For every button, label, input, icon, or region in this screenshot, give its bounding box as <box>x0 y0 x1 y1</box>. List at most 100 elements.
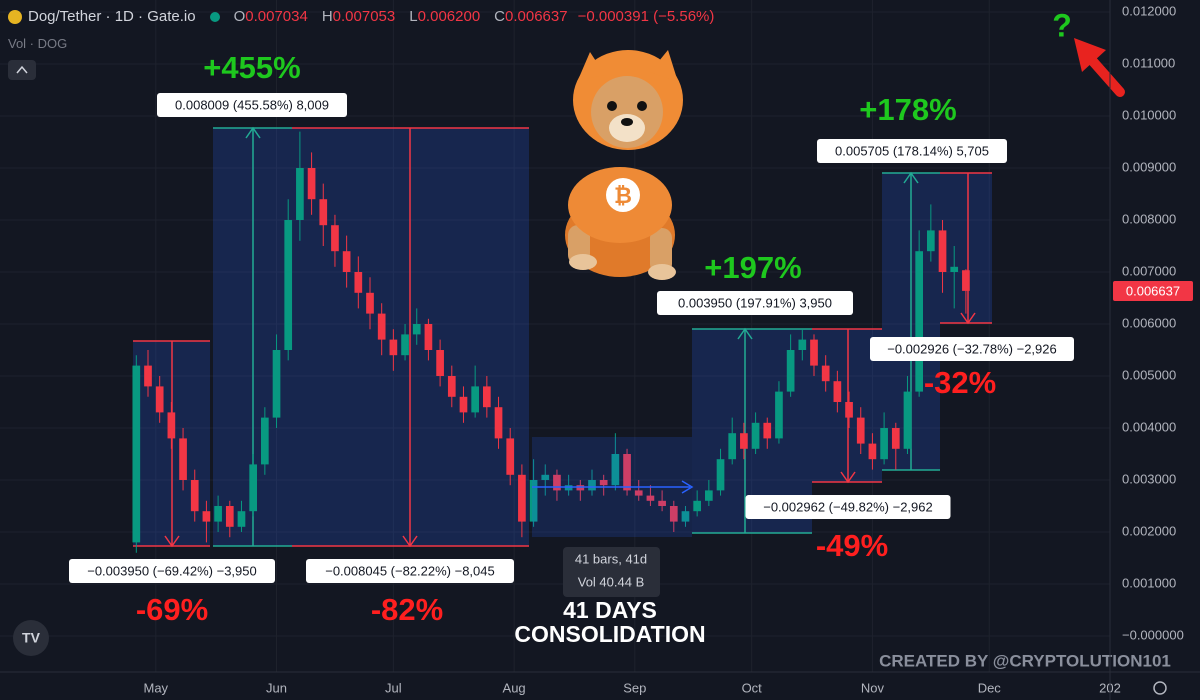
candle-body <box>728 433 737 460</box>
candle-body <box>658 500 666 506</box>
candle-body <box>132 365 141 543</box>
candle-body <box>319 199 328 226</box>
candle-body <box>564 485 573 491</box>
candle-body <box>915 251 923 392</box>
bitcoin-icon: ₿ <box>614 183 632 208</box>
ohlc-value: 0.006637 <box>505 8 568 25</box>
candle-body <box>541 474 550 480</box>
candle-body <box>716 459 725 491</box>
change: −0.000391 (−5.56%) <box>577 8 715 25</box>
measure-label-box <box>745 495 951 519</box>
candle-body <box>681 511 690 522</box>
measure-arrow-head <box>840 471 856 484</box>
candle-body <box>506 438 515 475</box>
measure-label: −0.008045 (−82.22%) −8,045 <box>325 563 495 578</box>
candle-body <box>763 422 772 439</box>
measure-percent: +178% <box>859 92 956 127</box>
candle-body <box>833 381 842 402</box>
candle-body <box>307 168 316 200</box>
candle-body <box>693 500 701 512</box>
candle-body <box>856 417 865 444</box>
consolidation-title: CONSOLIDATION <box>514 621 705 647</box>
measure-arrow-head <box>960 312 976 325</box>
credit: CREATED BY @CRYPTOLUTION101 <box>879 651 1171 670</box>
y-tick-label: 0.004000 <box>1122 419 1176 434</box>
measure-label: −0.002962 (−49.82%) −2,962 <box>763 499 933 514</box>
candle-body <box>459 396 468 413</box>
ohlc-key: H <box>321 8 333 25</box>
ohlc-key: O <box>233 8 246 25</box>
candle-body <box>401 334 409 356</box>
y-tick-label: −0.000000 <box>1122 627 1184 642</box>
candle-body <box>786 350 795 392</box>
candle-body <box>331 225 339 252</box>
status-dot <box>209 11 220 22</box>
x-tick-label: May <box>144 680 169 695</box>
candle-body <box>261 417 269 465</box>
ohlc-value: 0.007053 <box>332 8 396 25</box>
candle-body <box>623 454 631 491</box>
consolidation-title: 41 DAYS <box>563 597 657 623</box>
candle-body <box>962 270 970 291</box>
y-tick-label: 0.009000 <box>1122 159 1176 174</box>
candle-body <box>927 230 935 252</box>
measure-percent: -69% <box>136 592 208 627</box>
candle-body <box>576 485 585 491</box>
candle-body <box>354 272 363 293</box>
symbol-icon <box>8 9 22 24</box>
measure-percent: -32% <box>924 365 996 400</box>
collapse-icon <box>16 65 28 74</box>
x-tick-label: Aug <box>503 680 526 695</box>
red-arrow-head <box>1074 38 1106 72</box>
candle-body <box>237 511 246 527</box>
candle-body <box>225 506 234 527</box>
arrow-head <box>681 480 694 494</box>
settings-icon[interactable] <box>1153 681 1167 695</box>
measure-percent: +455% <box>203 50 300 85</box>
last-price-tag <box>1113 281 1193 301</box>
measure-arrow-head <box>402 535 418 548</box>
candle-body <box>529 480 538 522</box>
measure-label: −0.003950 (−69.42%) −3,950 <box>87 563 257 578</box>
candle-body <box>436 350 444 376</box>
candle-layer <box>132 131 970 553</box>
candle-body <box>296 168 304 220</box>
question-mark: ? <box>1052 7 1072 43</box>
measure-percent: -82% <box>371 592 443 627</box>
candle-body <box>740 433 748 449</box>
candle-body <box>342 251 351 272</box>
candle-body <box>553 474 561 491</box>
y-tick-label: 0.001000 <box>1122 575 1176 590</box>
candle-body <box>646 495 655 501</box>
candle-body <box>424 324 433 350</box>
candle-body <box>751 422 760 449</box>
measure-arrow-head <box>737 327 753 340</box>
measure-label-box <box>657 291 853 315</box>
candle-body <box>518 474 526 522</box>
candle-body <box>845 402 853 418</box>
tooltip-volume: Vol 40.44 B <box>578 574 645 589</box>
candle-body <box>950 266 959 272</box>
y-tick-label: 0.011000 <box>1122 55 1175 70</box>
candle-body <box>167 412 176 439</box>
last-price: 0.006637 <box>1126 283 1180 298</box>
measure-label-box <box>817 139 1007 163</box>
candle-body <box>705 490 713 501</box>
candle-body <box>880 428 888 460</box>
y-tick-label: 0.012000 <box>1122 3 1176 18</box>
y-tick-label: 0.002000 <box>1122 523 1176 538</box>
candle-body <box>903 391 912 449</box>
candle-body <box>155 386 164 413</box>
candle-body <box>447 376 456 397</box>
candle-body <box>179 438 187 480</box>
candle-body <box>366 292 374 314</box>
red-arrow <box>1085 53 1125 97</box>
y-tick-label: 0.008000 <box>1122 211 1176 226</box>
ohlc-key: C <box>494 8 506 25</box>
measure-arrow-head <box>164 535 180 548</box>
measure-percent: -49% <box>816 528 888 563</box>
candle-body <box>249 464 257 512</box>
tooltip-bars: 41 bars, 41d <box>575 551 647 566</box>
collapse-button[interactable] <box>8 60 36 80</box>
x-tick-label: Dec <box>978 680 1002 695</box>
